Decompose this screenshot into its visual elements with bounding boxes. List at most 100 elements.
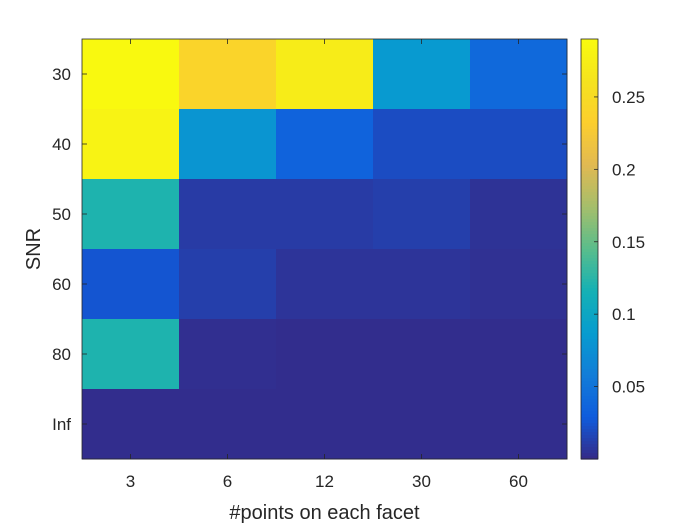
heatmap-cell [470, 319, 568, 390]
colorbar-segment [581, 456, 598, 460]
colorbar-segment [581, 120, 598, 124]
colorbar-segment [581, 291, 598, 295]
colorbar-segment [581, 432, 598, 436]
colorbar-segment [581, 228, 598, 232]
colorbar-segment [581, 306, 598, 310]
colorbar-segment [581, 399, 598, 403]
colorbar-segment [581, 222, 598, 226]
colorbar-segment [581, 438, 598, 442]
y-tick-label: 40 [52, 135, 71, 154]
colorbar-segment [581, 285, 598, 289]
colorbar-segment [581, 57, 598, 61]
colorbar-segment [581, 144, 598, 148]
colorbar-segment [581, 78, 598, 82]
colorbar-segment [581, 282, 598, 286]
colorbar-segment [581, 231, 598, 235]
colorbar-segment [581, 60, 598, 64]
colorbar-segment [581, 369, 598, 373]
colorbar-segment [581, 150, 598, 154]
colorbar-segment [581, 252, 598, 256]
colorbar-segment [581, 141, 598, 145]
colorbar-segment [581, 186, 598, 190]
colorbar-segment [581, 189, 598, 193]
colorbar-segment [581, 138, 598, 142]
colorbar-segment [581, 354, 598, 358]
colorbar-segment [581, 288, 598, 292]
colorbar-segment [581, 408, 598, 412]
colorbar-segment [581, 324, 598, 328]
heatmap-cell [82, 179, 180, 250]
colorbar-segment [581, 225, 598, 229]
colorbar-segment [581, 54, 598, 58]
heatmap-cell [373, 389, 471, 460]
colorbar-segment [581, 363, 598, 367]
colorbar-segment [581, 39, 598, 43]
colorbar-segment [581, 171, 598, 175]
colorbar-segment [581, 195, 598, 199]
colorbar-segment [581, 63, 598, 67]
colorbar-segment [581, 216, 598, 220]
colorbar-segment [581, 165, 598, 169]
heatmap-cell [373, 249, 471, 320]
colorbar-segment [581, 240, 598, 244]
heatmap-cell [470, 249, 568, 320]
colorbar-segment [581, 270, 598, 274]
heatmap-cell [276, 179, 374, 250]
x-tick-label: 3 [126, 472, 135, 491]
colorbar-segment [581, 210, 598, 214]
x-tick-label: 60 [509, 472, 528, 491]
colorbar-segment [581, 351, 598, 355]
colorbar-segment [581, 441, 598, 445]
colorbar-frame [580, 38, 599, 460]
colorbar-segment [581, 279, 598, 283]
colorbar-segment [581, 339, 598, 343]
colorbar-segment [581, 162, 598, 166]
colorbar-segment [581, 93, 598, 97]
heatmap-cell [179, 319, 277, 390]
colorbar-segment [581, 96, 598, 100]
x-tick-label: 30 [412, 472, 431, 491]
heatmap-cell [470, 39, 568, 110]
colorbar-segment [581, 327, 598, 331]
colorbar-segment [581, 108, 598, 112]
y-axis-ticks: 30 40 50 60 80 Inf [52, 65, 567, 434]
colorbar-segment [581, 321, 598, 325]
heatmap-cell [179, 179, 277, 250]
colorbar-segment [581, 213, 598, 217]
colorbar-segment [581, 300, 598, 304]
heatmap-cell [373, 179, 471, 250]
colorbar-segment [581, 123, 598, 127]
colorbar-segment [581, 99, 598, 103]
colorbar-segment [581, 357, 598, 361]
heatmap-cell [276, 39, 374, 110]
colorbar-segment [581, 360, 598, 364]
colorbar-segment [581, 234, 598, 238]
y-tick-label: 50 [52, 205, 71, 224]
colorbar-segment [581, 315, 598, 319]
colorbar-segment [581, 348, 598, 352]
colorbar-segment [581, 45, 598, 49]
colorbar-segment [581, 378, 598, 382]
colorbar-segment [581, 420, 598, 424]
colorbar-segment [581, 243, 598, 247]
colorbar-segment [581, 177, 598, 181]
colorbar-segment [581, 114, 598, 118]
colorbar-segment [581, 453, 598, 457]
colorbar-segment [581, 276, 598, 280]
colorbar-segment [581, 249, 598, 253]
colorbar-segment [581, 366, 598, 370]
colorbar-segment [581, 255, 598, 259]
heatmap-cell [470, 179, 568, 250]
colorbar-segment [581, 147, 598, 151]
colorbar-segment [581, 198, 598, 202]
heatmap-cell [82, 109, 180, 180]
colorbar: 0.05 0.1 0.15 0.2 0.25 [580, 38, 645, 460]
colorbar-segment [581, 294, 598, 298]
heatmap-cell [179, 249, 277, 320]
y-tick-label: 60 [52, 275, 71, 294]
heatmap-cell [373, 109, 471, 180]
y-tick-label: 80 [52, 345, 71, 364]
colorbar-segment [581, 447, 598, 451]
colorbar-segment [581, 153, 598, 157]
colorbar-segment [581, 105, 598, 109]
